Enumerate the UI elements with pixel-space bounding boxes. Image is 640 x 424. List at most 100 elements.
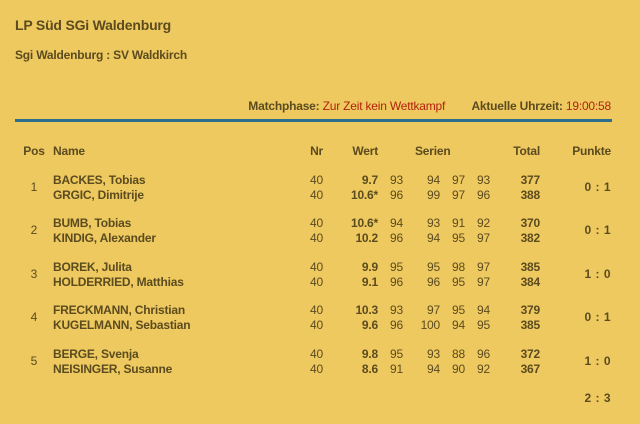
shooter-name: GRGIC, Dimitrije xyxy=(53,188,144,202)
divider xyxy=(15,119,612,122)
serie-3: 91 xyxy=(452,216,465,230)
shooter-nr: 40 xyxy=(310,216,323,230)
serie-2: 94 xyxy=(427,231,440,245)
serie-1: 96 xyxy=(390,188,403,202)
shooter-nr: 40 xyxy=(310,347,323,361)
table-row: HOLDERRIED, Matthias 40 9.1 96 96 95 97 384 xyxy=(0,275,640,290)
serie-4: 97 xyxy=(477,231,490,245)
col-serien: Serien xyxy=(415,144,451,158)
shooter-name: FRECKMANN, Christian xyxy=(53,303,186,317)
serie-4: 97 xyxy=(477,260,490,274)
serie-2: 93 xyxy=(427,216,440,230)
shooter-total: 385 xyxy=(520,318,541,332)
shooter-name: BOREK, Julita xyxy=(53,260,132,274)
shooter-total: 384 xyxy=(520,275,541,289)
shooter-wert: 8.6 xyxy=(361,362,378,376)
serie-3: 90 xyxy=(452,362,465,376)
shooter-name: BACKES, Tobias xyxy=(53,173,146,187)
status-bar: Matchphase: Zur Zeit kein Wettkampf Aktu… xyxy=(248,99,611,113)
shooter-wert: 10.2 xyxy=(355,231,378,245)
shooter-name: KUGELMANN, Sebastian xyxy=(53,318,191,332)
serie-3: 95 xyxy=(452,231,465,245)
serie-1: 95 xyxy=(390,260,403,274)
pairing-punkte: 1 : 0 xyxy=(584,267,611,281)
time-label: Aktuelle Uhrzeit: xyxy=(471,99,563,113)
shooter-total: 385 xyxy=(520,260,541,274)
serie-2: 97 xyxy=(427,303,440,317)
shooter-name: BUMB, Tobias xyxy=(53,216,132,230)
pairing-punkte: 1 : 0 xyxy=(584,354,611,368)
serie-2: 100 xyxy=(420,318,441,332)
pairing-punkte: 0 : 1 xyxy=(584,223,611,237)
table-row: KUGELMANN, Sebastian 40 9.6 96 100 94 95 385 xyxy=(0,318,640,333)
serie-4: 92 xyxy=(477,216,490,230)
serie-3: 88 xyxy=(452,347,465,361)
serie-3: 97 xyxy=(452,173,465,187)
shooter-wert: 9.7 xyxy=(361,173,378,187)
serie-1: 93 xyxy=(390,173,403,187)
pairing-punkte: 0 : 1 xyxy=(584,180,611,194)
shooter-nr: 40 xyxy=(310,362,323,376)
table-row: BERGE, Svenja 40 9.8 95 93 88 96 372 xyxy=(0,347,640,362)
page-title: LP Süd SGi Waldenburg xyxy=(15,17,172,33)
shooter-total: 379 xyxy=(520,303,541,317)
table-row: BACKES, Tobias 40 9.7 93 94 97 93 377 xyxy=(0,173,640,188)
shooter-nr: 40 xyxy=(310,260,323,274)
shooter-wert: 9.1 xyxy=(361,275,378,289)
shooter-wert: 10.6* xyxy=(350,216,378,230)
serie-4: 95 xyxy=(477,318,490,332)
serie-2: 93 xyxy=(427,347,440,361)
shooter-total: 367 xyxy=(520,362,541,376)
serie-1: 94 xyxy=(390,216,403,230)
shooter-wert: 10.3 xyxy=(355,303,378,317)
shooter-total: 370 xyxy=(520,216,541,230)
serie-2: 94 xyxy=(427,362,440,376)
serie-3: 95 xyxy=(452,275,465,289)
pairing-pos: 2 xyxy=(30,223,38,237)
serie-3: 97 xyxy=(452,188,465,202)
pairing-pos: 1 xyxy=(30,180,38,194)
shooter-name: KINDIG, Alexander xyxy=(53,231,156,245)
serie-2: 99 xyxy=(427,188,440,202)
shooter-wert: 9.8 xyxy=(361,347,378,361)
serie-1: 95 xyxy=(390,347,403,361)
serie-3: 98 xyxy=(452,260,465,274)
shooter-nr: 40 xyxy=(310,275,323,289)
serie-4: 96 xyxy=(477,347,490,361)
shooter-wert: 9.9 xyxy=(361,260,378,274)
table-row: GRGIC, Dimitrije 40 10.6* 96 99 97 96 388 xyxy=(0,188,640,203)
match-subtitle: Sgi Waldenburg : SV Waldkirch xyxy=(15,48,187,62)
table-row: KINDIG, Alexander 40 10.2 96 94 95 97 382 xyxy=(0,231,640,246)
table-header: Pos Name Nr Wert Serien Total Punkte xyxy=(0,144,640,159)
time-value: 19:00:58 xyxy=(565,99,611,113)
shooter-total: 388 xyxy=(520,188,541,202)
serie-1: 96 xyxy=(390,275,403,289)
col-name: Name xyxy=(53,144,85,158)
table-row: NEISINGER, Susanne 40 8.6 91 94 90 92 367 xyxy=(0,362,640,377)
shooter-wert: 10.6* xyxy=(350,188,378,202)
shooter-name: HOLDERRIED, Matthias xyxy=(53,275,184,289)
matchphase-value: Zur Zeit kein Wettkampf xyxy=(322,99,446,113)
serie-2: 95 xyxy=(427,260,440,274)
serie-3: 94 xyxy=(452,318,465,332)
shooter-total: 372 xyxy=(520,347,541,361)
serie-1: 93 xyxy=(390,303,403,317)
shooter-total: 382 xyxy=(520,231,541,245)
col-wert: Wert xyxy=(352,144,378,158)
pairing-pos: 4 xyxy=(30,310,38,324)
serie-1: 96 xyxy=(390,318,403,332)
serie-4: 97 xyxy=(477,275,490,289)
table-row: BUMB, Tobias 40 10.6* 94 93 91 92 370 xyxy=(0,216,640,231)
col-total: Total xyxy=(513,144,540,158)
table-row: FRECKMANN, Christian 40 10.3 93 97 95 94 379 xyxy=(0,303,640,318)
shooter-nr: 40 xyxy=(310,318,323,332)
serie-2: 94 xyxy=(427,173,440,187)
serie-4: 96 xyxy=(477,188,490,202)
pairing-punkte: 0 : 1 xyxy=(584,310,611,324)
matchphase-label: Matchphase: xyxy=(248,99,320,113)
shooter-total: 377 xyxy=(520,173,541,187)
pairing-pos: 3 xyxy=(30,267,38,281)
shooter-wert: 9.6 xyxy=(361,318,378,332)
serie-4: 94 xyxy=(477,303,490,317)
serie-4: 92 xyxy=(477,362,490,376)
